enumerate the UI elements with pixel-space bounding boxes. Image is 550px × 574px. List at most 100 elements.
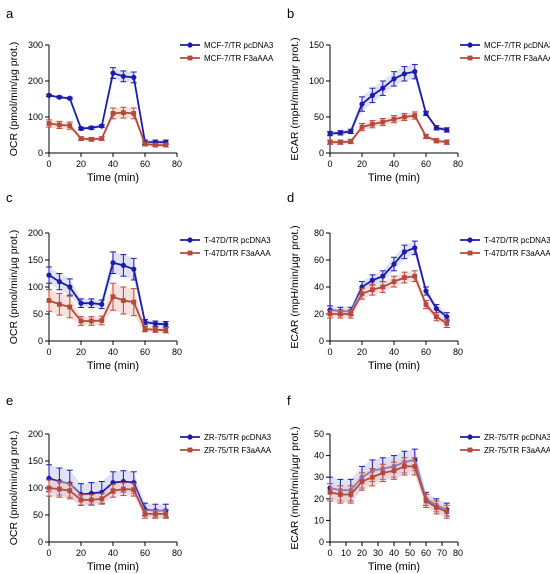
data-point [401,249,407,255]
x-tick-label: 80 [453,159,463,169]
legend-label: MCF-7/TR pcDNA3 [484,41,550,50]
data-point [337,130,343,136]
data-point [110,294,116,300]
y-tick-label: 20 [314,494,324,504]
data-point [56,279,63,285]
data-point [370,474,375,480]
data-point [391,116,397,122]
data-point [369,277,375,283]
series-error-band [330,449,447,517]
legend-label: ZR-75/TR F3aAAA [204,446,272,455]
data-point [88,125,94,131]
legend-label: ZR-75/TR F3aAAA [484,446,550,455]
data-point [131,111,137,116]
legend-marker [187,447,193,453]
data-point [99,136,105,141]
data-point [423,302,429,307]
data-point [131,74,137,80]
legend: T-47D/TR pcDNA3 T-47D/TR F3aAAA [460,236,550,258]
x-tick-label: 40 [389,347,399,357]
data-point [327,489,333,495]
y-tick-label: 300 [28,40,43,50]
y-tick-label: 100 [309,76,324,86]
data-point [56,94,63,100]
data-point [412,69,418,75]
y-tick-label: 10 [314,515,324,525]
series-red [46,479,169,519]
data-point [67,95,73,101]
x-tick-label: 20 [357,347,367,357]
y-tick-label: 50 [33,309,43,319]
panel-letter-e: e [6,393,14,408]
data-point [153,327,158,333]
x-axis-title: Time (min) [87,561,139,573]
y-tick-label: 0 [38,537,43,547]
data-point [444,321,450,326]
panel-letter-d: d [287,190,295,205]
data-point [402,275,407,280]
data-point [142,511,148,517]
data-point [88,300,94,306]
data-point [46,92,52,98]
x-tick-label: 60 [421,548,431,558]
data-point [444,509,450,515]
data-point [46,485,52,491]
data-point [121,486,126,492]
data-point [369,92,375,98]
y-tick-label: 0 [38,336,43,346]
data-point [380,273,386,279]
legend-marker [467,55,473,61]
data-point [423,498,429,504]
legend-marker [467,250,473,256]
data-point [401,71,407,77]
x-tick-label: 60 [421,159,431,169]
panel-b: 0 20 40 60 80 0 50 100 150 Time (min) ECAR (mpH/mi… [289,37,550,184]
data-point [359,291,365,297]
x-tick-label: 20 [76,347,86,357]
data-point [338,311,343,317]
series-error-band [330,457,447,519]
panel-c: 0 20 40 60 80 0 50 100 150 200 Time (min) OCR (pmol… [8,228,271,372]
data-point [380,470,386,476]
data-point [163,142,169,148]
data-point [412,273,418,279]
series-line [48,71,166,144]
x-tick-label: 70 [437,548,447,558]
y-tick-label: 50 [314,112,324,122]
x-tick-label: 20 [76,548,86,558]
y-tick-label: 100 [28,483,43,493]
data-point [391,279,397,284]
data-point [348,311,354,317]
legend-label: T-47D/TR pcDNA3 [204,236,271,245]
data-point [370,287,375,293]
series-red [46,282,169,334]
x-axis-title: Time (min) [87,172,139,184]
y-tick-label: 100 [28,112,43,122]
data-point [163,327,169,333]
data-point [78,125,84,132]
data-point [153,511,158,517]
y-tick-label: 200 [28,228,43,238]
legend: T-47D/TR pcDNA3 T-47D/TR F3aAAA [180,236,271,258]
data-point [327,139,333,145]
legend-label: ZR-75/TR pcDNA3 [204,433,272,442]
data-point [348,139,354,144]
x-tick-label: 20 [357,159,367,169]
data-point [89,136,94,142]
data-point [57,486,62,492]
data-point [131,299,137,305]
panel-d: 0 20 40 60 80 0 20 40 60 80 Time (min) ECAR (mpH/mi… [289,225,550,372]
data-point [380,284,386,290]
legend: ZR-75/TR pcDNA3 ZR-75/TR F3aAAA [180,433,272,455]
data-point [327,130,333,137]
y-tick-label: 40 [314,451,324,461]
x-tick-label: 60 [140,159,150,169]
y-tick-label: 0 [319,148,324,158]
legend-marker [467,447,473,453]
legend-label: MCF-7/TR F3aAAA [484,54,550,63]
series-error-band [49,67,166,145]
y-tick-label: 60 [314,255,324,265]
data-point [67,284,73,290]
x-tick-label: 40 [389,548,399,558]
